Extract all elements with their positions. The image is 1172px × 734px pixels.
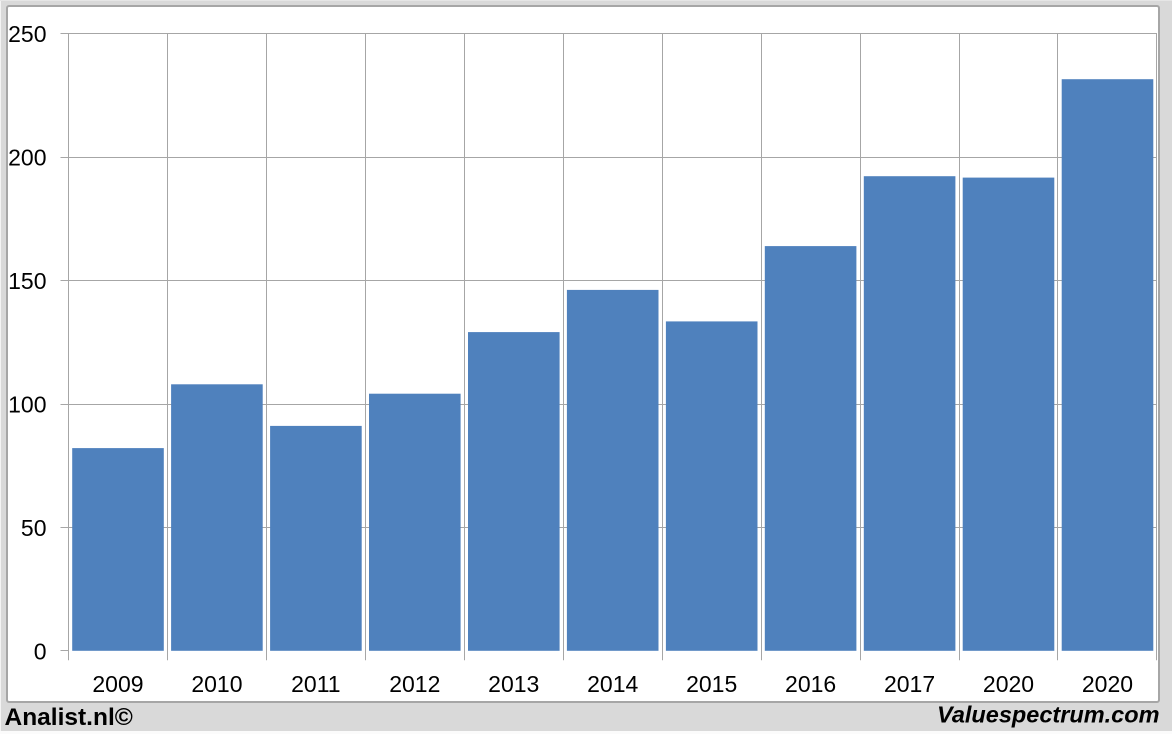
svg-text:Analist.nl©: Analist.nl© [5, 704, 133, 731]
svg-text:2011: 2011 [291, 671, 340, 697]
svg-text:250: 250 [8, 21, 46, 47]
svg-text:100: 100 [8, 392, 46, 418]
svg-text:2020: 2020 [983, 671, 1034, 697]
svg-text:2010: 2010 [191, 671, 242, 697]
svg-text:2013: 2013 [488, 671, 539, 697]
svg-text:200: 200 [8, 145, 46, 171]
svg-text:2015: 2015 [686, 671, 737, 697]
svg-text:2017: 2017 [884, 671, 935, 697]
svg-text:0: 0 [34, 639, 47, 665]
svg-text:50: 50 [21, 515, 47, 541]
svg-text:2012: 2012 [389, 671, 440, 697]
svg-text:2009: 2009 [92, 671, 143, 697]
svg-text:Valuespectrum.com: Valuespectrum.com [937, 702, 1159, 728]
svg-text:150: 150 [8, 268, 46, 294]
svg-text:2020: 2020 [1082, 671, 1133, 697]
svg-text:2016: 2016 [785, 671, 836, 697]
svg-text:2014: 2014 [587, 671, 638, 697]
